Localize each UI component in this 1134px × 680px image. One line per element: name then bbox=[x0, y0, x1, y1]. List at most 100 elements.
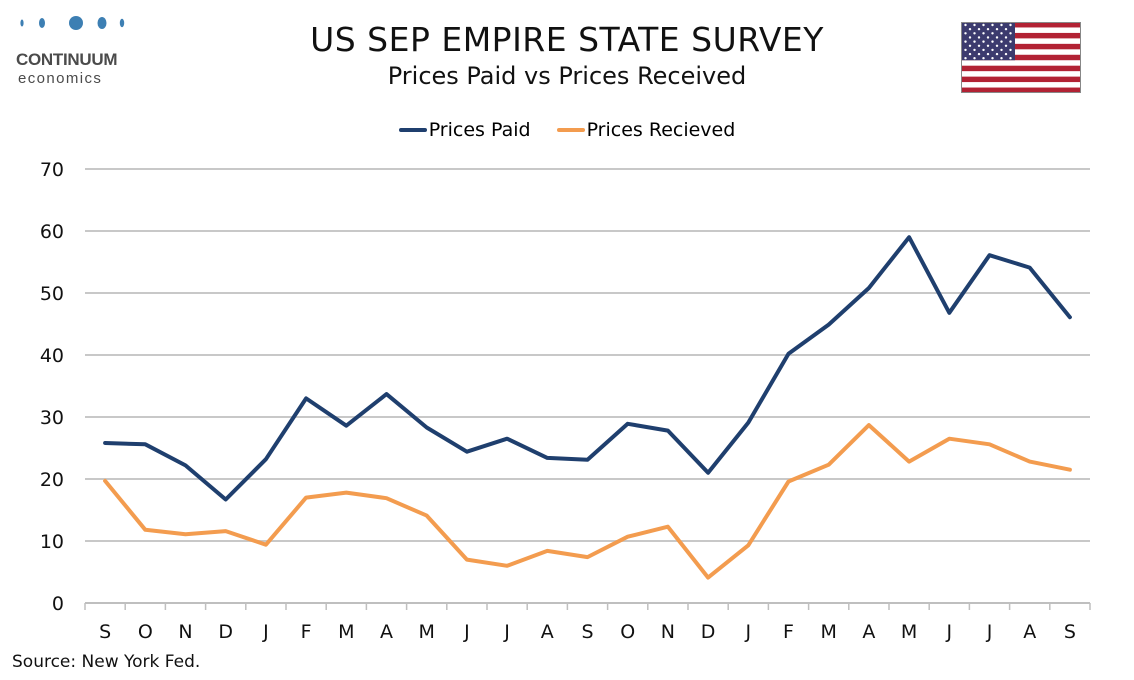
x-tick-label: M bbox=[820, 621, 836, 643]
flag-star bbox=[1000, 40, 1003, 43]
x-tick-label: J bbox=[986, 621, 993, 643]
flag-star bbox=[995, 52, 999, 56]
flag-star bbox=[1004, 52, 1008, 56]
flag-star bbox=[973, 23, 976, 27]
flag-star bbox=[1004, 36, 1008, 39]
flag-star bbox=[977, 52, 981, 56]
flag-stripe bbox=[961, 54, 1081, 61]
flag-star bbox=[964, 57, 967, 60]
flag-star bbox=[986, 36, 990, 39]
flag-star bbox=[995, 27, 999, 31]
x-tick-label: F bbox=[783, 621, 794, 643]
x-tick-label: D bbox=[218, 621, 233, 643]
us-flag-icon bbox=[961, 22, 1081, 93]
y-tick-label: 0 bbox=[52, 593, 64, 615]
flag-star bbox=[982, 57, 985, 60]
logo-dots-icon bbox=[20, 16, 125, 30]
x-tick-label: O bbox=[138, 621, 153, 643]
x-tick-label: S bbox=[581, 621, 593, 643]
y-tick-label: 40 bbox=[40, 345, 64, 367]
legend-label: Prices Recieved bbox=[586, 119, 736, 141]
flag-star bbox=[991, 48, 994, 52]
flag-star bbox=[977, 36, 981, 39]
flag-star bbox=[973, 32, 976, 35]
x-tick-label: S bbox=[1064, 621, 1076, 643]
flag-star bbox=[964, 32, 967, 35]
flag-stripe bbox=[961, 43, 1081, 50]
x-tick-label: J bbox=[945, 621, 952, 643]
flag-star bbox=[964, 23, 967, 27]
flag-star bbox=[986, 44, 990, 47]
flag-star bbox=[1000, 48, 1003, 52]
flag-stripe bbox=[961, 87, 1081, 93]
legend-item: Prices Paid bbox=[398, 119, 531, 141]
y-tick-label: 10 bbox=[40, 531, 64, 553]
y-tick-label: 50 bbox=[40, 283, 64, 305]
flag-star bbox=[982, 23, 985, 27]
x-tick-label: N bbox=[661, 621, 675, 643]
logo-tagline: economics bbox=[18, 70, 103, 87]
flag-star bbox=[1000, 57, 1003, 60]
flag-star bbox=[1000, 23, 1003, 27]
flag-stripe bbox=[961, 32, 1081, 39]
x-tick-label: D bbox=[701, 621, 716, 643]
y-tick-label: 70 bbox=[40, 159, 64, 181]
x-tick-label: M bbox=[418, 621, 434, 643]
flag-star bbox=[1009, 48, 1012, 52]
x-tick-label: A bbox=[1023, 621, 1036, 643]
logo-wordmark: CONTINUUM bbox=[16, 50, 118, 69]
x-tick-label: A bbox=[862, 621, 875, 643]
x-tick-label: S bbox=[99, 621, 111, 643]
x-tick-label: J bbox=[744, 621, 751, 643]
flag-stripe bbox=[961, 65, 1081, 72]
flag-star bbox=[973, 40, 976, 43]
x-tick-label: M bbox=[901, 621, 917, 643]
flag-star bbox=[964, 40, 967, 43]
flag-stripe bbox=[961, 22, 1081, 28]
chart-legend: Prices Paid Prices Recieved bbox=[0, 119, 1134, 141]
flag-star bbox=[982, 48, 985, 52]
flag-star bbox=[968, 52, 972, 56]
flag-star bbox=[991, 57, 994, 60]
x-tick-label: J bbox=[503, 621, 510, 643]
flag-star bbox=[973, 57, 976, 60]
flag-star bbox=[973, 48, 976, 52]
flag-star bbox=[986, 52, 990, 56]
flag-star bbox=[968, 44, 972, 47]
x-tick-label: A bbox=[541, 621, 554, 643]
flag-star bbox=[968, 27, 972, 31]
x-tick-label: A bbox=[380, 621, 393, 643]
x-tick-label: N bbox=[178, 621, 192, 643]
flag-star bbox=[1009, 23, 1012, 27]
legend-swatch bbox=[398, 128, 427, 132]
flag-star bbox=[991, 32, 994, 35]
flag-star bbox=[964, 48, 967, 52]
legend-swatch bbox=[556, 128, 585, 132]
flag-star bbox=[982, 40, 985, 43]
y-tick-label: 30 bbox=[40, 407, 64, 429]
series-line-prices-recieved bbox=[103, 423, 1072, 580]
flag-star bbox=[982, 32, 985, 35]
y-tick-label: 20 bbox=[40, 469, 64, 491]
series-line-prices-paid bbox=[103, 235, 1072, 502]
y-tick-label: 60 bbox=[40, 221, 64, 243]
flag-star bbox=[1009, 40, 1012, 43]
flag-star bbox=[991, 23, 994, 27]
x-tick-label: J bbox=[262, 621, 269, 643]
chart-title: US SEP EMPIRE STATE SURVEY bbox=[310, 20, 824, 59]
chart-subtitle: Prices Paid vs Prices Received bbox=[387, 62, 747, 90]
flag-star bbox=[1009, 57, 1012, 60]
flag-star bbox=[1009, 32, 1012, 35]
legend-item: Prices Recieved bbox=[556, 119, 736, 141]
x-tick-label: J bbox=[463, 621, 470, 643]
x-tick-label: M bbox=[338, 621, 354, 643]
x-tick-label: F bbox=[301, 621, 312, 643]
flag-star bbox=[991, 40, 994, 43]
flag-star bbox=[986, 27, 990, 31]
flag-star bbox=[977, 44, 981, 47]
flag-stripe bbox=[961, 76, 1081, 83]
flag-star bbox=[977, 27, 981, 31]
flag-star bbox=[995, 44, 999, 47]
flag-star bbox=[1004, 44, 1008, 47]
